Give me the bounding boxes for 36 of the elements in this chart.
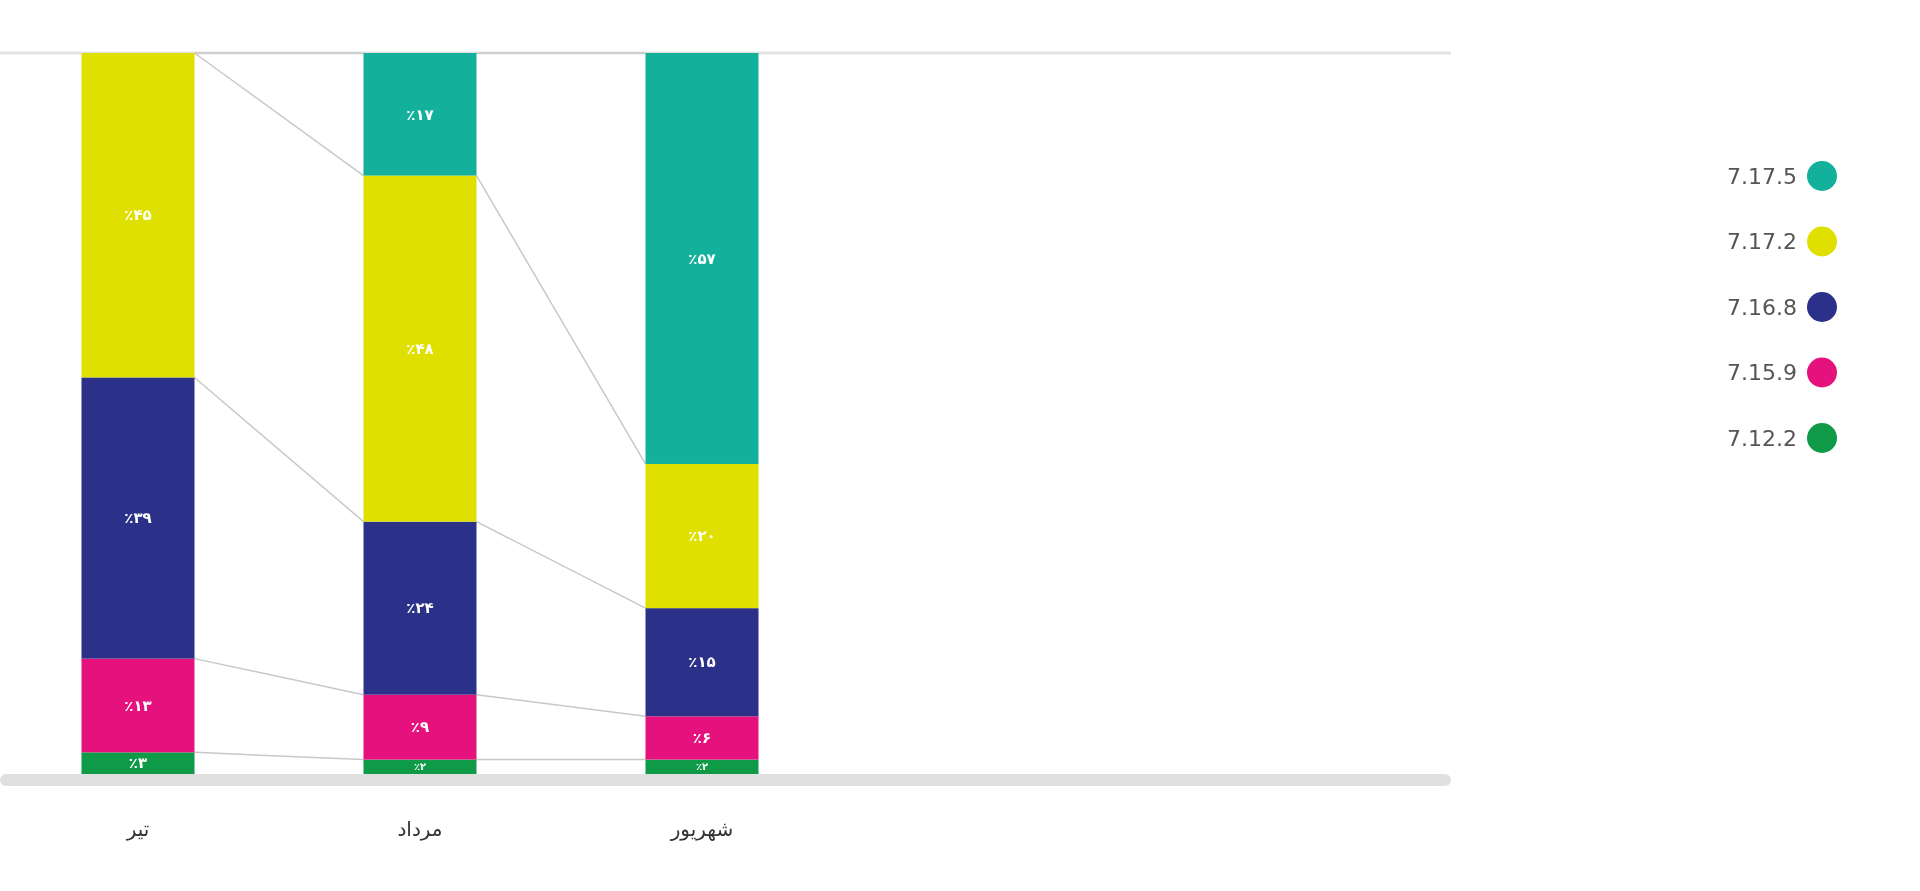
bar: [645, 53, 759, 464]
bar: [363, 694, 477, 760]
data-label: ٪۲: [413, 761, 427, 773]
bar: [81, 752, 195, 774]
data-label: ٪۱۵: [688, 653, 716, 672]
data-label: ٪۲۴: [406, 599, 434, 618]
bar: [645, 759, 759, 774]
data-label: ٪۲: [695, 761, 709, 773]
bar: [363, 521, 477, 695]
data-label: ٪۶: [692, 729, 712, 748]
bar: [645, 463, 759, 609]
x-tick-label: تیر: [125, 817, 150, 841]
legend-label: 7.16.8: [1727, 294, 1797, 320]
bar: [81, 377, 195, 659]
data-label: ٪۳۹: [124, 509, 152, 528]
legend-label: 7.17.2: [1727, 229, 1797, 255]
bar: [645, 716, 759, 760]
data-label: ٪۴۸: [406, 339, 434, 358]
data-label: ٪۴۵: [124, 206, 152, 225]
data-label: ٪۳: [128, 754, 148, 773]
bar: [363, 53, 477, 176]
bar: [81, 53, 195, 378]
bar: [645, 608, 759, 717]
legend-label: 7.15.9: [1727, 360, 1797, 386]
data-label: ٪۲۰: [688, 527, 716, 546]
bar: [363, 175, 477, 522]
data-label: ٪۱۳: [124, 696, 152, 715]
bar: [81, 658, 195, 753]
legend-label: 7.12.2: [1727, 425, 1797, 451]
data-label: ٪۹: [410, 718, 430, 737]
x-tick-label: شهریور: [669, 817, 734, 841]
data-label: ٪۱۷: [406, 105, 434, 124]
bar: [363, 759, 477, 774]
data-label: ٪۵۷: [688, 249, 716, 268]
legend-label: 7.17.5: [1727, 163, 1797, 189]
x-tick-label: مرداد: [397, 817, 443, 841]
